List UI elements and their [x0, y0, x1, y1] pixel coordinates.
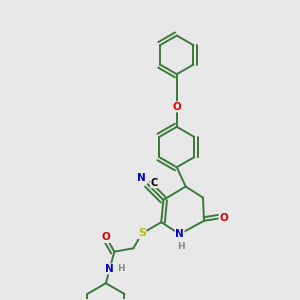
- Text: C: C: [151, 178, 158, 188]
- Text: O: O: [219, 213, 228, 223]
- Text: N: N: [105, 264, 114, 274]
- Text: H: H: [117, 264, 125, 273]
- Text: N: N: [175, 229, 184, 239]
- Text: O: O: [102, 232, 110, 242]
- Text: S: S: [138, 228, 146, 239]
- Text: O: O: [172, 102, 181, 112]
- Text: H: H: [177, 242, 185, 250]
- Text: N: N: [137, 173, 146, 183]
